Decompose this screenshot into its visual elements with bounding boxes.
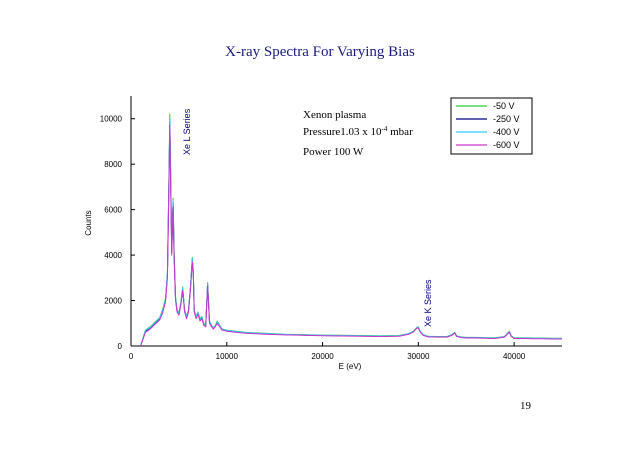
- y-tick-label: 0: [118, 342, 123, 351]
- x-tick-label: 0: [129, 352, 134, 361]
- x-tick-label: 30000: [407, 352, 430, 361]
- series-line: [140, 125, 562, 347]
- x-tick-label: 20000: [311, 352, 334, 361]
- legend-label: -400 V: [493, 127, 520, 137]
- y-tick-label: 2000: [104, 297, 122, 306]
- legend-label: -600 V: [493, 140, 520, 150]
- x-tick-label: 10000: [216, 352, 239, 361]
- y-tick-label: 10000: [100, 115, 123, 124]
- series-layer: [140, 113, 562, 347]
- y-tick-label: 4000: [104, 251, 122, 260]
- annotation-power: Power 100 W: [303, 146, 364, 158]
- y-axis-label: Counts: [84, 210, 93, 235]
- legend-label: -250 V: [493, 114, 520, 124]
- annotation-xe-l-series: Xe L Series: [182, 108, 192, 155]
- annotation-pressure: Pressure1.03 x 10-4 mbar: [303, 125, 413, 138]
- y-tick-label: 6000: [104, 206, 122, 215]
- axes: 0 2000 4000 6000 8000 10000 0 10000 20000 30000 40…: [100, 96, 562, 361]
- x-axis-label: E (eV): [339, 362, 362, 371]
- chart-title: X-ray Spectra For Varying Bias: [225, 44, 415, 60]
- legend-label: -50 V: [493, 101, 515, 111]
- y-tick-label: 8000: [104, 160, 122, 169]
- legend: -50 V -250 V -400 V -600 V: [450, 97, 533, 155]
- x-tick-label: 40000: [503, 352, 526, 361]
- pressure-unit: mbar: [387, 126, 413, 138]
- annotation-plasma: Xenon plasma: [303, 109, 366, 121]
- pressure-prefix: Pressure1.03 x 10: [303, 126, 382, 138]
- pressure-exponent: -4: [382, 125, 388, 133]
- annotation-xe-k-series: Xe K Series: [423, 279, 433, 327]
- slide-number: 19: [520, 400, 531, 412]
